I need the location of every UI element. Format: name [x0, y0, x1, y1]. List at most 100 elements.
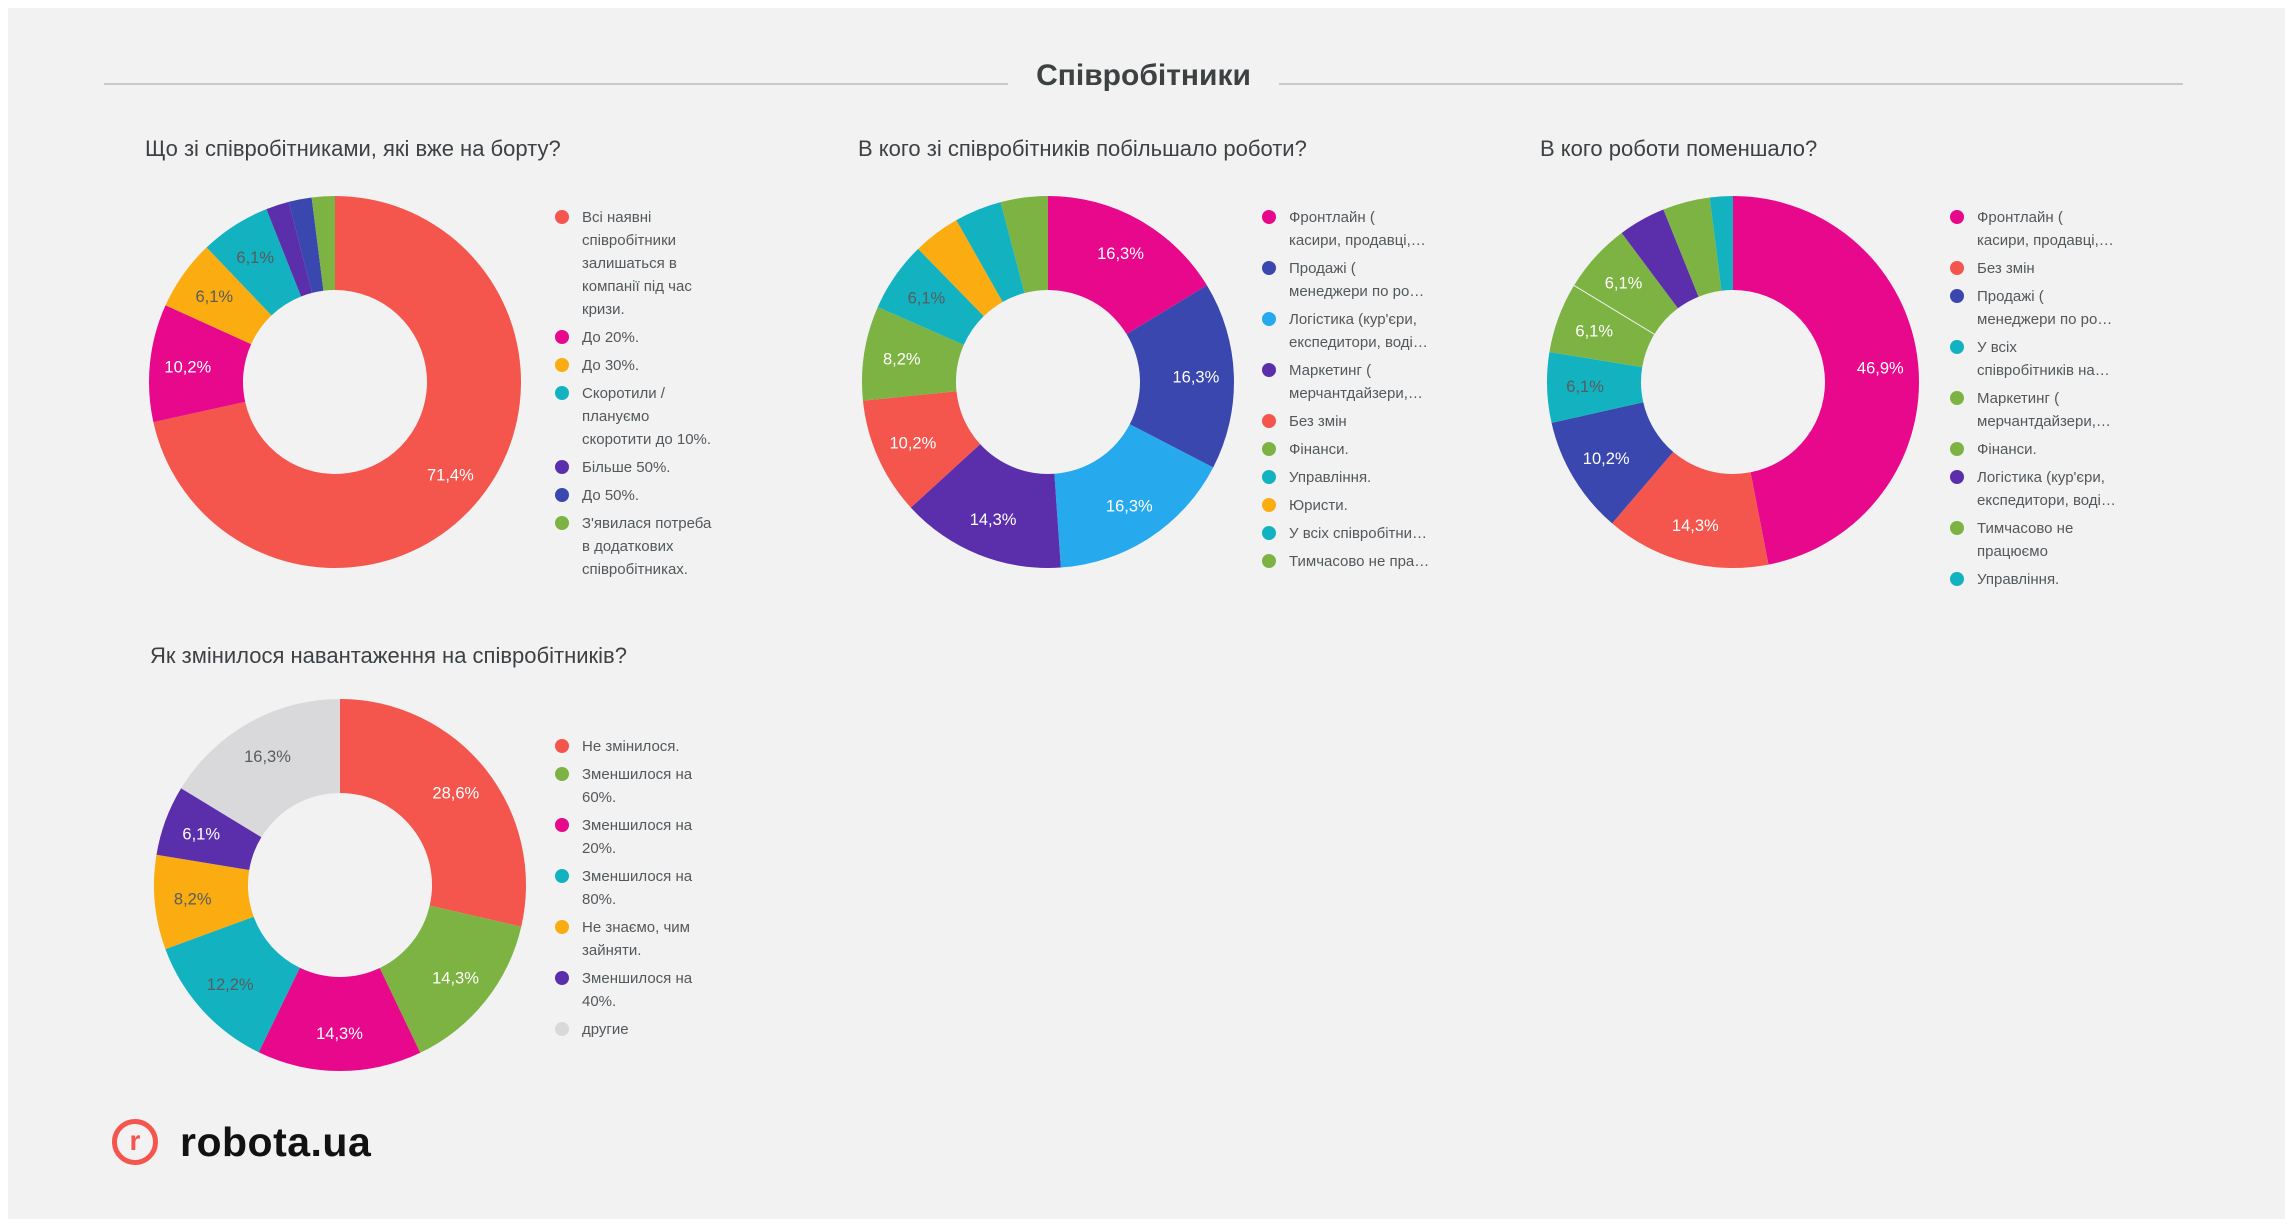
- slice-percent-label: 16,3%: [1106, 497, 1153, 515]
- legend-label: Зменшилося на 60%.: [582, 766, 693, 806]
- legend-label: У всіх співробітни…: [1289, 525, 1428, 542]
- legend-label: Тимчасово не працюємо: [1977, 520, 2074, 560]
- donut-slice[interactable]: [1000, 196, 1048, 294]
- legend-label: Тимчасово не пра…: [1289, 553, 1430, 570]
- legend-label: Скоротили / плануємо скоротити до 10%.: [582, 385, 712, 448]
- legend-item: Юристи.: [1262, 494, 1474, 517]
- legend-item: Скоротили / плануємо скоротити до 10%.: [555, 382, 767, 451]
- slice-divider: [1573, 285, 1655, 335]
- donut-slice[interactable]: [877, 248, 984, 345]
- slice-percent-label: 14,3%: [1672, 517, 1719, 535]
- legend-label: Фронтлайн ( касири, продавці,…: [1289, 209, 1426, 249]
- donut-slice[interactable]: [1574, 232, 1678, 335]
- logo-mark-letter: r: [129, 1125, 141, 1156]
- donut-slice[interactable]: [956, 202, 1025, 302]
- donut-slice[interactable]: [1612, 451, 1769, 569]
- donut-slice[interactable]: [165, 247, 272, 345]
- donut-slice[interactable]: [1549, 285, 1655, 368]
- legend-color-dot: [1262, 414, 1276, 428]
- donut-slice[interactable]: [379, 905, 522, 1053]
- legend-item: Управління.: [1262, 466, 1474, 489]
- donut-svg: 28,6% 14,3% 14,3% 12,2% 8,2% 6,1% 16,3%: [154, 699, 526, 1072]
- donut-slice[interactable]: [1546, 352, 1644, 423]
- donut-slice[interactable]: [311, 196, 335, 291]
- legend-color-dot: [555, 516, 569, 530]
- donut-slice[interactable]: [1733, 196, 1920, 565]
- donut-slice[interactable]: [156, 788, 262, 871]
- logo-mark-icon: r: [112, 1119, 158, 1165]
- donut-slice[interactable]: [1663, 197, 1722, 297]
- donut-slice[interactable]: [181, 699, 340, 838]
- slice-percent-label: 10,2%: [1583, 450, 1630, 468]
- legend-item: Продажі ( менеджери по ро…: [1262, 257, 1474, 303]
- chart-title: Що зі співробітниками, які вже на борту?: [145, 136, 561, 161]
- legend-color-dot: [555, 386, 569, 400]
- slice-percent-label: 8,2%: [883, 351, 921, 369]
- legend-color-dot: [555, 818, 569, 832]
- legend-item: Тимчасово не працюємо: [1950, 517, 2162, 563]
- legend-color-dot: [1262, 363, 1276, 377]
- slice-percent-label: 6,1%: [1605, 274, 1643, 292]
- chart-legend: Фронтлайн ( касири, продавці,… Без змін Пр…: [1950, 206, 2162, 596]
- legend-label: Зменшилося на 80%.: [582, 868, 693, 908]
- legend-item: другие: [555, 1018, 767, 1041]
- donut-slice[interactable]: [1126, 285, 1235, 468]
- header-rule-right: [1278, 83, 2184, 85]
- chart-legend: Фронтлайн ( касири, продавці,… Продажі ( …: [1262, 206, 1474, 578]
- slice-percent-label: 16,3%: [1097, 245, 1144, 263]
- legend-color-dot: [1950, 470, 1964, 484]
- legend-item: Фінанси.: [1262, 438, 1474, 461]
- legend-label: До 20%.: [582, 329, 640, 346]
- donut-slice[interactable]: [1048, 196, 1207, 335]
- legend-color-dot: [555, 330, 569, 344]
- donut-svg: 71,4% 10,2% 6,1% 6,1%: [148, 196, 522, 568]
- donut-slice[interactable]: [1551, 402, 1674, 524]
- donut-slice[interactable]: [1621, 209, 1699, 309]
- legend-item: До 30%.: [555, 354, 767, 377]
- legend-color-dot: [1262, 442, 1276, 456]
- donut-slice[interactable]: [153, 196, 522, 568]
- legend-color-dot: [1950, 442, 1964, 456]
- legend-item: Не змінилося.: [555, 735, 767, 758]
- donut-slice[interactable]: [148, 305, 252, 423]
- legend-color-dot: [1950, 391, 1964, 405]
- slice-percent-label: 46,9%: [1857, 360, 1904, 378]
- donut-slice[interactable]: [910, 444, 1061, 569]
- donut-slice[interactable]: [165, 916, 300, 1053]
- slice-percent-label: 6,1%: [236, 249, 274, 267]
- legend-label: Зменшилося на 20%.: [582, 817, 693, 857]
- chart-legend: Всі наявні співробітники залишаться в ко…: [555, 206, 767, 586]
- legend-label: Фінанси.: [1977, 441, 2037, 458]
- donut-slice[interactable]: [1709, 196, 1733, 291]
- donut-slice[interactable]: [206, 209, 302, 316]
- legend-color-dot: [1950, 340, 1964, 354]
- legend-item: Не знаємо, чим зайняти.: [555, 916, 767, 962]
- donut-slice[interactable]: [266, 201, 313, 297]
- legend-label: Не змінилося.: [582, 738, 680, 755]
- legend-label: Управління.: [1289, 469, 1372, 486]
- donut-slice[interactable]: [862, 307, 964, 401]
- legend-color-dot: [555, 488, 569, 502]
- legend-item: Логістика (кур'єри, експедитори, воді…: [1950, 466, 2162, 512]
- legend-color-dot: [555, 739, 569, 753]
- chart-card-current-employees: Що зі співробітниками, які вже на борту?…: [145, 134, 925, 614]
- legend-color-dot: [555, 358, 569, 372]
- donut-slice[interactable]: [918, 220, 1003, 317]
- donut-svg: 16,3% 16,3% 16,3% 14,3% 10,2% 8,2% 6,1%: [862, 196, 1235, 569]
- donut-slice[interactable]: [154, 854, 254, 950]
- donut-slice[interactable]: [862, 391, 981, 508]
- chart-card-more-work: В кого зі співробітників побільшало робо…: [858, 134, 1638, 614]
- legend-item: Без змін: [1262, 410, 1474, 433]
- legend-item: З'явилася потреба в додаткових співробіт…: [555, 512, 767, 581]
- donut-slice[interactable]: [288, 197, 324, 293]
- donut-slice[interactable]: [258, 967, 421, 1072]
- donut-slice[interactable]: [340, 699, 526, 927]
- legend-label: Маркетинг ( мерчантдайзери,…: [1289, 362, 1423, 402]
- slice-percent-label: 71,4%: [427, 466, 474, 484]
- legend-label: Логістика (кур'єри, експедитори, воді…: [1977, 469, 2116, 509]
- donut-slice[interactable]: [1054, 424, 1214, 568]
- legend-label: У всіх співробітників на…: [1977, 339, 2110, 379]
- legend-label: До 30%.: [582, 357, 640, 374]
- donut-chart: 71,4% 10,2% 6,1% 6,1%: [145, 192, 525, 572]
- logo[interactable]: r robota.ua: [112, 1119, 371, 1165]
